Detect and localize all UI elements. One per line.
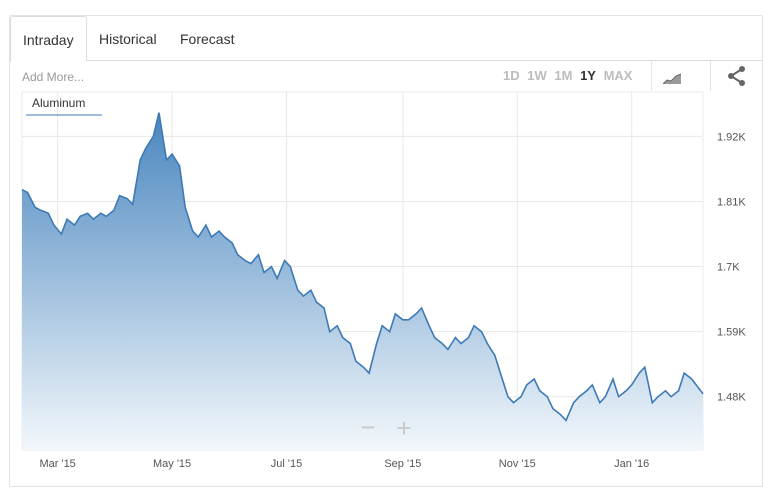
x-tick-label: Jan '16 [614,458,649,470]
x-tick-label: Sep '15 [384,458,421,470]
area-chart-icon[interactable] [662,71,682,89]
toolbar-divider [651,61,652,91]
y-tick-label: 1.59K [717,327,746,339]
range-selector: 1D 1W 1M 1Y MAX [503,68,636,83]
tab-historical[interactable]: Historical [99,31,157,47]
x-tick-label: Jul '15 [271,458,302,470]
range-1y-button[interactable]: 1Y [580,68,596,83]
x-tick-label: Nov '15 [499,458,536,470]
legend-label-aluminum: Aluminum [32,96,85,110]
tab-intraday[interactable]: Intraday [10,16,87,62]
y-tick-label: 1.48K [717,392,746,404]
y-tick-label: 1.92K [717,131,746,143]
x-tick-label: Mar '15 [39,458,75,470]
x-tick-label: May '15 [153,458,191,470]
range-1m-button[interactable]: 1M [554,68,573,83]
add-more-link[interactable]: Add More... [22,70,85,84]
series-line-aluminum [21,112,704,422]
zoom-controls: − + [360,412,411,443]
legend[interactable]: Aluminum [26,96,102,116]
y-axis: 1.92K 1.81K 1.7K 1.59K 1.48K [717,131,746,403]
y-tick-label: 1.7K [717,262,740,274]
x-axis: Mar '15 May '15 Jul '15 Sep '15 Nov '15 Jan '… [39,458,649,470]
tab-bar: Intraday Historical Forecast [10,16,762,62]
range-max-button[interactable]: MAX [603,68,633,83]
range-1d-button[interactable]: 1D [503,68,520,83]
range-1w-button[interactable]: 1W [527,68,547,83]
tab-forecast[interactable]: Forecast [180,31,235,47]
zoom-in-button[interactable]: + [396,413,411,443]
series-area-aluminum [22,112,703,450]
chart-toolbar: Add More... 1D 1W 1M 1Y MAX [10,61,762,91]
y-tick-label: 1.81K [717,196,746,208]
toolbar-divider [710,61,711,91]
share-icon[interactable] [726,65,748,92]
zoom-out-button[interactable]: − [360,412,375,442]
